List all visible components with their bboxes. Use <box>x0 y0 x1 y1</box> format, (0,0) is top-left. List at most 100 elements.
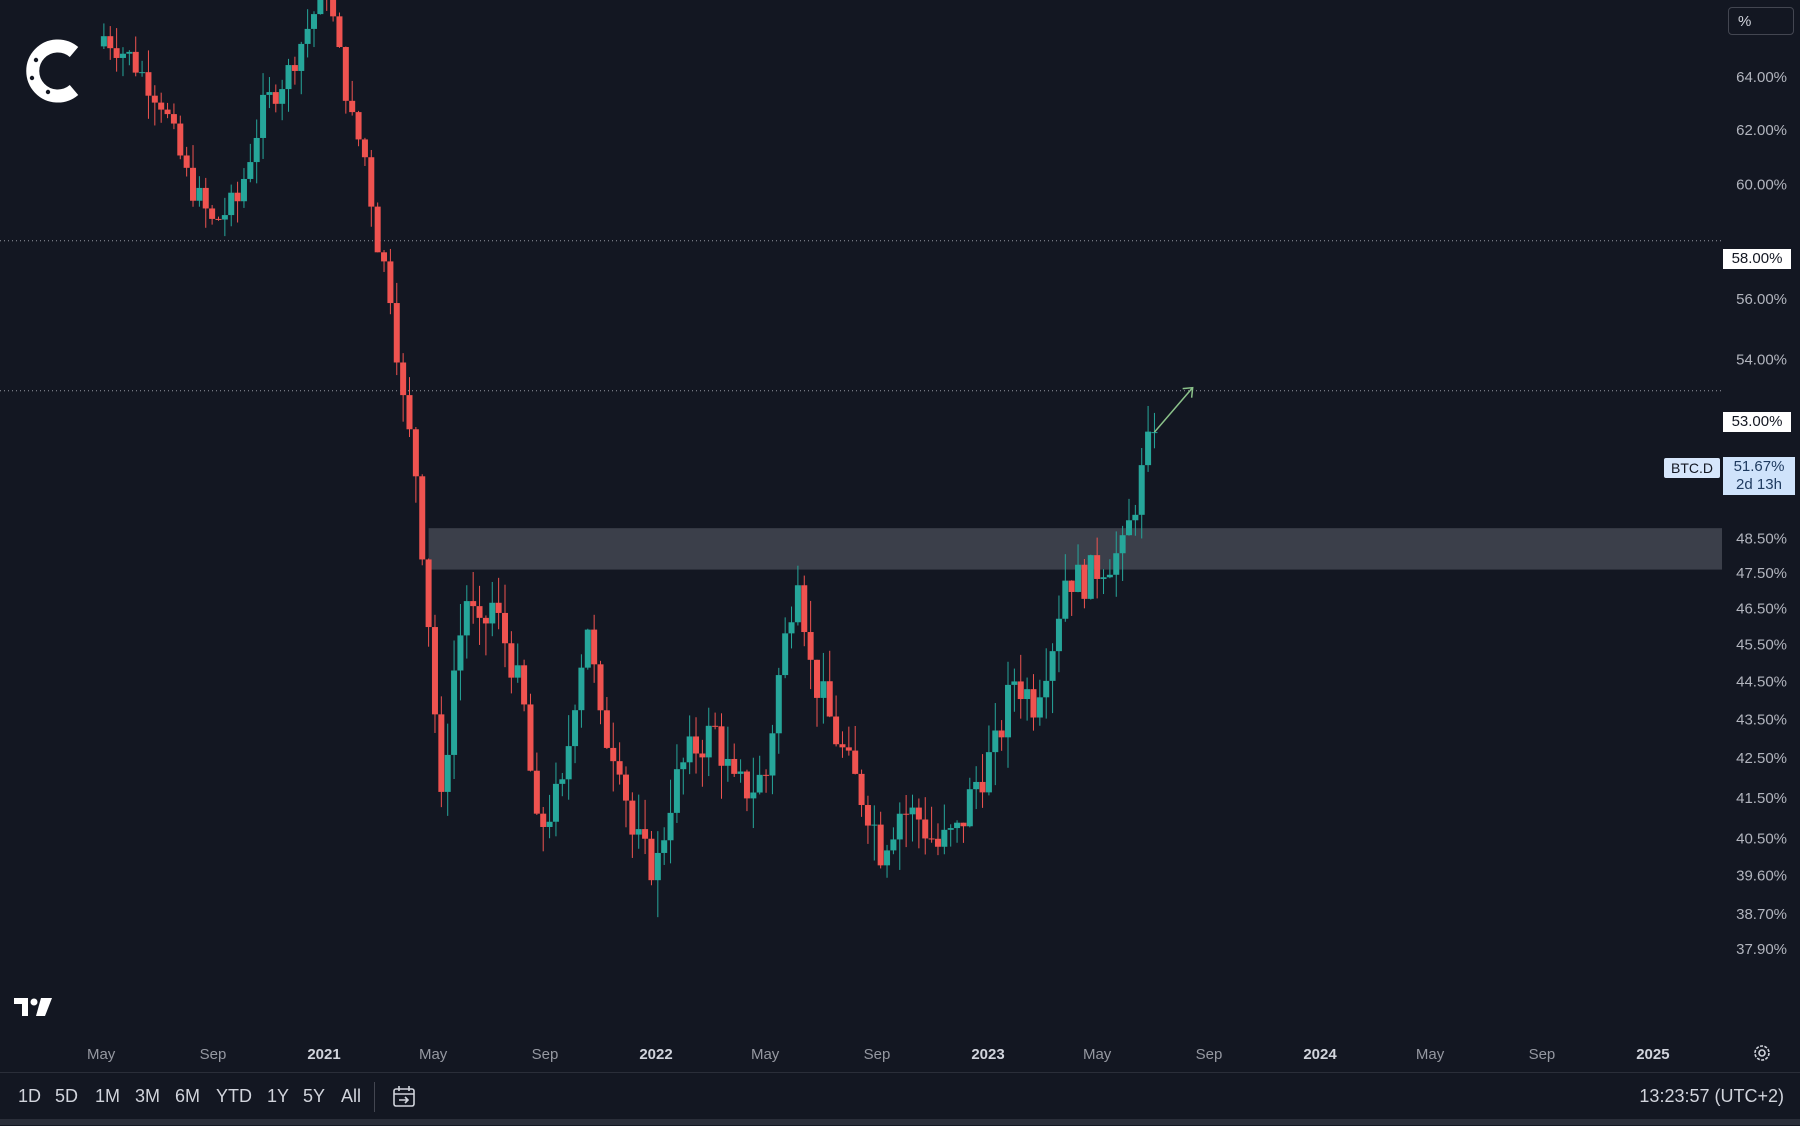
candle <box>890 827 897 855</box>
clock-timezone[interactable]: 13:23:57 (UTC+2) <box>1639 1086 1784 1106</box>
candle-body <box>1036 697 1043 718</box>
candle-body <box>107 36 114 49</box>
candle <box>603 696 610 750</box>
candle <box>482 615 489 656</box>
candle <box>272 84 279 113</box>
candle-body <box>310 14 317 29</box>
bottom-toolbar <box>0 1072 1800 1126</box>
candle <box>597 660 604 725</box>
candle <box>400 353 407 422</box>
candle-body <box>425 559 432 628</box>
candle <box>966 777 973 828</box>
candle-body <box>1055 618 1062 652</box>
candle-body <box>934 838 941 847</box>
range-button-1m[interactable]: 1M <box>95 1086 121 1106</box>
candle <box>1106 559 1113 579</box>
range-button-all[interactable]: All <box>341 1086 362 1106</box>
candle-body <box>858 773 865 806</box>
candle-body <box>361 139 368 158</box>
candle <box>864 795 871 844</box>
settings-gear-icon[interactable] <box>1752 1043 1772 1063</box>
candle <box>852 725 859 775</box>
candle <box>508 631 515 694</box>
candle-body <box>221 215 228 220</box>
candle <box>1011 668 1018 712</box>
candle-body <box>565 746 572 780</box>
candle-body <box>718 726 725 766</box>
line-label-53: 53.00% <box>1723 412 1791 432</box>
candle <box>132 36 139 77</box>
candle <box>731 743 738 777</box>
y-tick-label: 43.50% <box>1736 711 1787 728</box>
range-button-1d[interactable]: 1D <box>18 1086 42 1106</box>
candle-body <box>330 0 337 17</box>
candle <box>756 755 763 795</box>
range-button-5y[interactable]: 5Y <box>303 1086 326 1106</box>
candle-body <box>616 761 623 775</box>
candle <box>336 12 343 48</box>
candle <box>610 722 617 792</box>
candle <box>221 197 228 237</box>
candle <box>425 558 432 647</box>
candle-body <box>654 852 661 881</box>
candle-body <box>864 805 871 826</box>
candle <box>470 572 477 624</box>
candle-body <box>763 774 770 776</box>
candle <box>540 806 547 852</box>
candle <box>527 693 534 772</box>
range-button-3m[interactable]: 3M <box>135 1086 161 1106</box>
candle <box>960 822 967 843</box>
range-button-1y[interactable]: 1Y <box>267 1086 290 1106</box>
candle-body <box>1125 520 1132 536</box>
candle <box>234 181 241 223</box>
candle <box>1100 569 1107 595</box>
candle-body <box>234 192 241 202</box>
candle <box>705 707 712 777</box>
candle <box>431 614 438 733</box>
candle-body <box>228 192 235 216</box>
candle <box>775 667 782 754</box>
candle-body <box>374 206 381 253</box>
candle <box>1024 677 1031 721</box>
candle <box>247 143 254 183</box>
go-to-date-icon[interactable] <box>391 1084 417 1110</box>
candle-body <box>852 750 859 774</box>
candle-body <box>552 783 559 822</box>
y-tick-label: 38.70% <box>1736 906 1787 923</box>
candle <box>985 725 992 796</box>
candle-body <box>712 725 719 727</box>
candle-body <box>444 754 451 792</box>
candle-body <box>1011 681 1018 685</box>
candle-body <box>126 51 133 54</box>
candle-body <box>782 633 789 676</box>
candle-body <box>699 753 706 758</box>
candle <box>285 58 292 112</box>
candle-body <box>533 770 540 814</box>
candle-body <box>119 53 126 58</box>
scale-mode-button[interactable]: % <box>1728 7 1794 35</box>
range-button-ytd[interactable]: YTD <box>216 1086 252 1106</box>
candle-body <box>1024 689 1031 700</box>
candle-body <box>1087 555 1094 599</box>
candle <box>693 717 700 774</box>
x-tick-label: 2025 <box>1636 1046 1669 1063</box>
y-tick-label: 56.00% <box>1736 291 1787 308</box>
candle <box>1113 531 1120 597</box>
candle <box>164 102 171 119</box>
candle-body <box>584 629 591 668</box>
candle-body <box>1062 580 1069 619</box>
candle-body <box>884 850 891 866</box>
candle <box>240 168 247 208</box>
y-tick-label: 39.60% <box>1736 868 1787 885</box>
candle <box>979 754 986 808</box>
candle-body <box>807 632 814 660</box>
range-button-6m[interactable]: 6M <box>175 1086 201 1106</box>
candle-body <box>1113 553 1120 575</box>
candle-body <box>151 95 158 103</box>
candle <box>584 628 591 670</box>
y-tick-label: 64.00% <box>1736 69 1787 86</box>
candle-body <box>1151 432 1158 434</box>
range-button-5d[interactable]: 5D <box>55 1086 79 1106</box>
candle <box>1049 643 1056 714</box>
